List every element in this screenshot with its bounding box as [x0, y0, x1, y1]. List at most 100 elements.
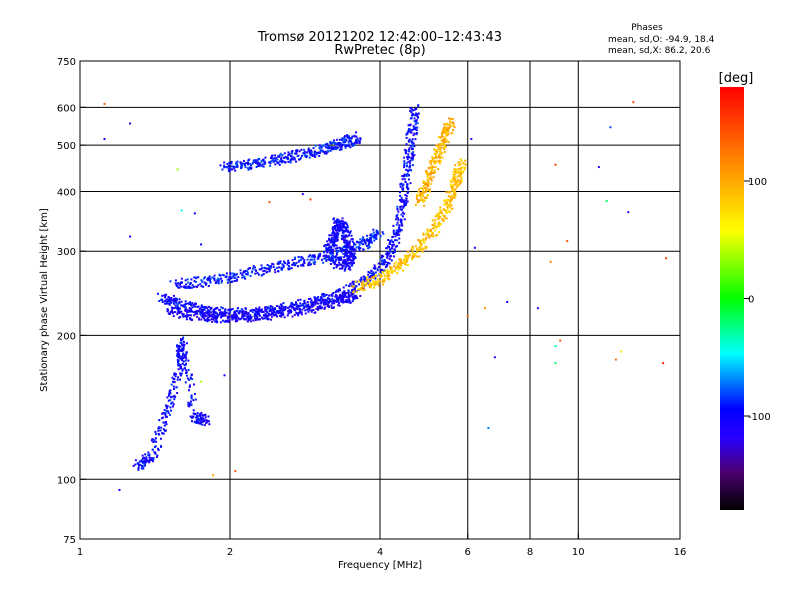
trace-point — [442, 141, 445, 144]
trace-point — [251, 308, 254, 311]
trace-point — [345, 296, 348, 299]
trace-point — [288, 305, 291, 308]
trace-point — [368, 275, 371, 278]
trace-point — [270, 311, 273, 314]
trace-point — [242, 159, 245, 162]
trace-point — [202, 316, 205, 319]
trace-point — [224, 313, 227, 316]
trace-point — [282, 307, 285, 310]
trace-point — [254, 272, 257, 275]
trace-point — [164, 429, 167, 432]
trace-point — [153, 439, 156, 442]
trace-point — [402, 269, 405, 272]
trace-point — [179, 357, 182, 360]
trace-point — [336, 298, 339, 301]
trace-point — [290, 157, 293, 160]
trace-point — [372, 283, 374, 286]
trace-point — [268, 264, 271, 267]
trace-point — [452, 121, 455, 124]
trace-point — [388, 241, 391, 244]
trace-point — [388, 271, 391, 274]
trace-point — [443, 216, 446, 219]
trace-point — [204, 283, 207, 286]
trace-point — [375, 229, 378, 232]
isolated-point — [484, 307, 487, 310]
trace-point — [372, 235, 375, 238]
trace-point — [248, 158, 251, 161]
trace-point — [235, 161, 238, 164]
trace-point — [352, 290, 355, 293]
trace-point — [172, 385, 175, 388]
trace-point — [292, 156, 295, 159]
trace-point — [438, 211, 441, 214]
trace-point — [397, 218, 400, 221]
trace-point — [201, 316, 204, 319]
trace-point — [412, 113, 415, 116]
trace-point — [329, 262, 332, 265]
trace-point — [315, 151, 318, 154]
trace-point — [354, 297, 357, 300]
trace-point — [338, 261, 341, 264]
trace-point — [154, 437, 157, 440]
trace-point — [330, 253, 333, 256]
trace-point — [422, 238, 425, 241]
trace-point — [272, 314, 275, 317]
trace-point — [281, 267, 284, 270]
trace-point — [220, 277, 223, 280]
trace-point — [331, 141, 334, 144]
trace-point — [399, 220, 402, 223]
trace-point — [449, 179, 452, 182]
trace-point — [296, 312, 299, 315]
trace-point — [418, 249, 421, 252]
trace-point — [373, 275, 375, 278]
trace-point — [241, 313, 244, 316]
trace-point — [453, 189, 456, 192]
trace-point — [437, 224, 440, 227]
trace-point — [353, 290, 356, 293]
trace-point — [253, 266, 256, 269]
trace-point — [299, 158, 302, 161]
trace-point — [399, 267, 402, 270]
trace-point — [428, 234, 431, 237]
trace-point — [439, 136, 442, 139]
trace-point — [316, 257, 319, 260]
trace-point — [217, 314, 220, 317]
trace-point — [439, 211, 442, 214]
trace-point — [348, 294, 351, 297]
trace-point — [403, 178, 406, 181]
trace-point — [250, 167, 253, 170]
trace-point — [200, 314, 203, 317]
trace-point — [342, 238, 345, 241]
trace-point — [291, 303, 294, 306]
trace-point — [344, 146, 347, 149]
trace-point — [137, 468, 140, 471]
trace-point — [437, 143, 440, 146]
trace-point — [209, 308, 212, 311]
trace-point — [276, 158, 279, 161]
y-tick-label: 200 — [57, 331, 76, 342]
trace-point — [287, 151, 290, 154]
trace-point — [215, 317, 218, 320]
trace-point — [204, 315, 207, 318]
trace-point — [278, 154, 281, 157]
trace-point — [287, 160, 290, 163]
trace-point — [325, 248, 328, 251]
trace-point — [247, 317, 250, 320]
trace-point — [331, 254, 334, 257]
trace-point — [459, 163, 462, 166]
trace-point — [200, 418, 203, 421]
trace-point — [431, 233, 434, 236]
trace-point — [158, 300, 161, 303]
trace-point — [353, 287, 356, 290]
trace-point — [423, 180, 426, 183]
trace-point — [168, 392, 171, 395]
trace-point — [198, 414, 201, 417]
trace-point — [190, 318, 193, 321]
trace-point — [400, 213, 403, 216]
trace-point — [443, 140, 446, 143]
trace-point — [277, 270, 280, 273]
trace-point — [332, 226, 335, 229]
trace-point — [193, 314, 196, 317]
isolated-point — [118, 488, 121, 491]
trace-point — [227, 164, 230, 167]
